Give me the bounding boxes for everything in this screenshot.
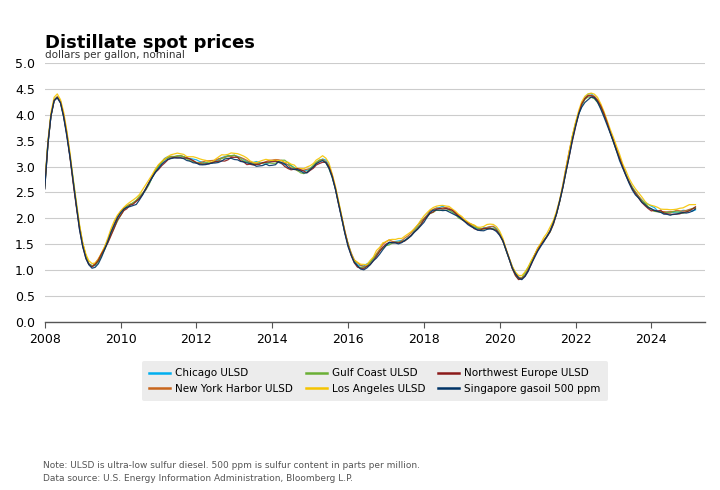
- Text: Note: ULSD is ultra-low sulfur diesel. 500 ppm is sulfur content in parts per mi: Note: ULSD is ultra-low sulfur diesel. 5…: [43, 461, 420, 470]
- Text: dollars per gallon, nominal: dollars per gallon, nominal: [45, 50, 184, 60]
- Legend: Chicago ULSD, New York Harbor ULSD, Gulf Coast ULSD, Los Angeles ULSD, Northwest: Chicago ULSD, New York Harbor ULSD, Gulf…: [142, 361, 608, 401]
- Text: Distillate spot prices: Distillate spot prices: [45, 34, 255, 52]
- Text: Data source: U.S. Energy Information Administration, Bloomberg L.P.: Data source: U.S. Energy Information Adm…: [43, 474, 354, 483]
